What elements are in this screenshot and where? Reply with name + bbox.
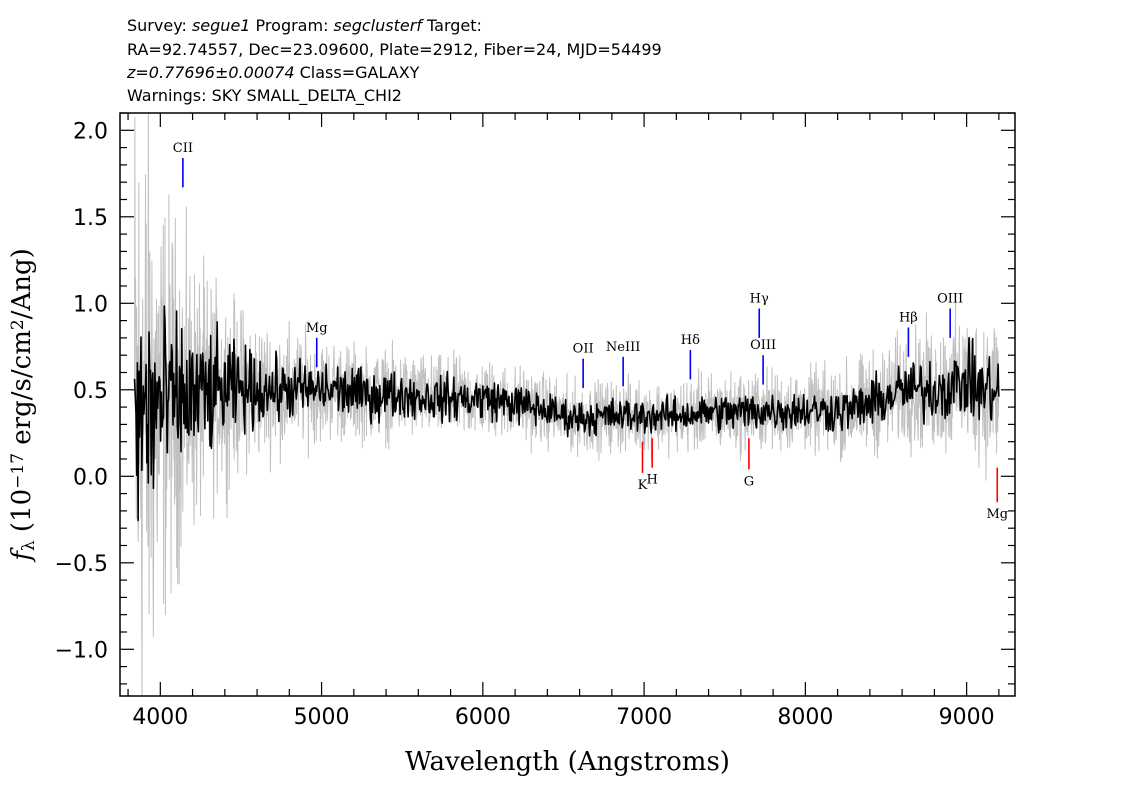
line-marker-label: H <box>646 473 657 488</box>
y-tick-label: 0.5 <box>73 379 108 404</box>
line-marker-label: Mg <box>986 507 1008 522</box>
header-line-redshift: z=0.77696±0.00074 Class=GALAXY <box>126 63 420 82</box>
line-marker-label: Hδ <box>681 333 700 348</box>
line-markers <box>182 157 999 503</box>
survey-value: segue1 <box>192 16 251 35</box>
x-tick-label: 9000 <box>939 705 995 730</box>
line-marker-label: OIII <box>937 291 963 306</box>
line-marker-label: Hβ <box>899 311 918 326</box>
x-tick-label: 5000 <box>294 705 350 730</box>
y-tick-label: 0.0 <box>73 465 108 490</box>
redshift-value: z=0.77696±0.00074 <box>126 63 295 82</box>
x-tick-label: 7000 <box>616 705 672 730</box>
axis-ticks <box>120 112 1015 696</box>
plot-area <box>133 113 1000 696</box>
flux-path <box>133 305 1000 522</box>
class-value: Class=GALAXY <box>295 63 420 82</box>
x-axis-title: Wavelength (Angstroms) <box>405 747 730 777</box>
y-tick-label: 2.0 <box>73 119 108 144</box>
line-marker-label: NeIII <box>606 340 640 355</box>
y-tick-label: −1.0 <box>55 638 108 663</box>
y-tick-label: 1.0 <box>73 292 108 317</box>
line-marker-label: CII <box>173 141 193 156</box>
line-marker-label: Mg <box>306 321 328 336</box>
x-tick-label: 8000 <box>777 705 833 730</box>
program-value: segclusterf <box>334 16 425 35</box>
y-axis-title: fλ (10−17 erg/s/cm2/Ang) <box>7 248 39 563</box>
survey-label: Survey: <box>127 16 192 35</box>
header-line-warnings: Warnings: SKY SMALL_DELTA_CHI2 <box>127 86 402 106</box>
x-tick-label: 4000 <box>132 705 188 730</box>
target-label: Target: <box>422 16 482 35</box>
y-tick-label: −0.5 <box>55 552 108 577</box>
flux-series <box>133 305 1000 522</box>
line-marker-label: K <box>638 478 648 493</box>
line-marker-label: OIII <box>750 338 776 353</box>
line-marker-label: G <box>744 474 754 489</box>
axis-tick-labels: 4000 5000 6000 7000 8000 9000 −1.0 −0.5 0.0 0.5 1.… <box>55 119 995 730</box>
line-marker-label: Hγ <box>750 291 769 306</box>
x-tick-label: 6000 <box>455 705 511 730</box>
header-line-coordinates: RA=92.74557, Dec=23.09600, Plate=2912, F… <box>127 40 662 59</box>
header-line-survey: Survey: segue1 Program: segclusterf Targ… <box>127 16 482 35</box>
plot-frame <box>119 112 1016 697</box>
y-tick-label: 1.5 <box>73 206 108 231</box>
program-label: Program: <box>250 16 333 35</box>
line-marker-label: OII <box>573 342 594 357</box>
